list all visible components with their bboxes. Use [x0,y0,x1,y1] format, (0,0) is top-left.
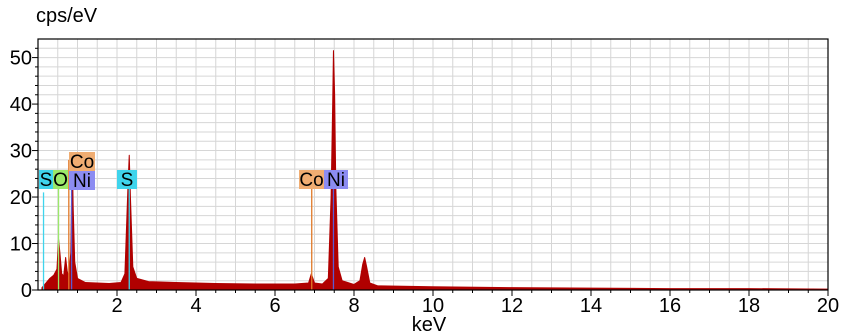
element-label-bg [324,170,348,189]
element-label: O [53,170,68,191]
x-tick-label: 18 [738,295,760,317]
x-tick-label: 8 [348,295,359,317]
x-tick-label: 20 [817,295,839,317]
element-label: Co [299,170,324,191]
element-label-text: Ni [73,171,91,192]
grid [38,39,828,290]
element-label: S [117,170,137,191]
x-axis-title: keV [412,314,447,336]
element-label: S [39,170,53,191]
x-tick-label: 16 [659,295,681,317]
x-tick-label: 2 [111,295,122,317]
element-label-bg [69,152,95,171]
x-tick-label: 6 [269,295,280,317]
element-label: Ni [69,171,95,192]
y-tick-label: 40 [10,94,32,116]
axis-ticks: 2 4 6 8 10 12 14 16 18 20 0 10 20 30 40 50 [10,48,839,317]
y-tick-label: 30 [10,141,32,163]
element-label-bg [39,170,53,189]
element-label-text: Ni [327,170,345,191]
spectrum-area [41,50,829,291]
spectrum-series [41,50,829,291]
x-tick-label: 14 [580,295,602,317]
y-axis-title: cps/eV [36,5,98,27]
y-tick-label: 0 [21,280,32,302]
element-label-text: Co [299,170,323,191]
y-tick-label: 20 [10,187,32,209]
x-tick-label: 12 [501,295,523,317]
element-label-bg [53,170,68,189]
y-tick-label: 10 [10,234,32,256]
element-label-text: O [53,170,68,191]
element-label-text: Co [70,152,94,173]
element-label-text: S [121,170,134,191]
element-label-bg [299,170,324,189]
element-label-text: S [40,170,53,191]
x-tick-label: 4 [190,295,201,317]
x-tick-label: 10 [422,295,444,317]
element-label: Co [69,152,95,173]
y-tick-label: 50 [10,48,32,70]
element-label-bg [117,170,137,189]
element-label-bg [69,171,95,190]
element-label: Ni [324,170,348,191]
